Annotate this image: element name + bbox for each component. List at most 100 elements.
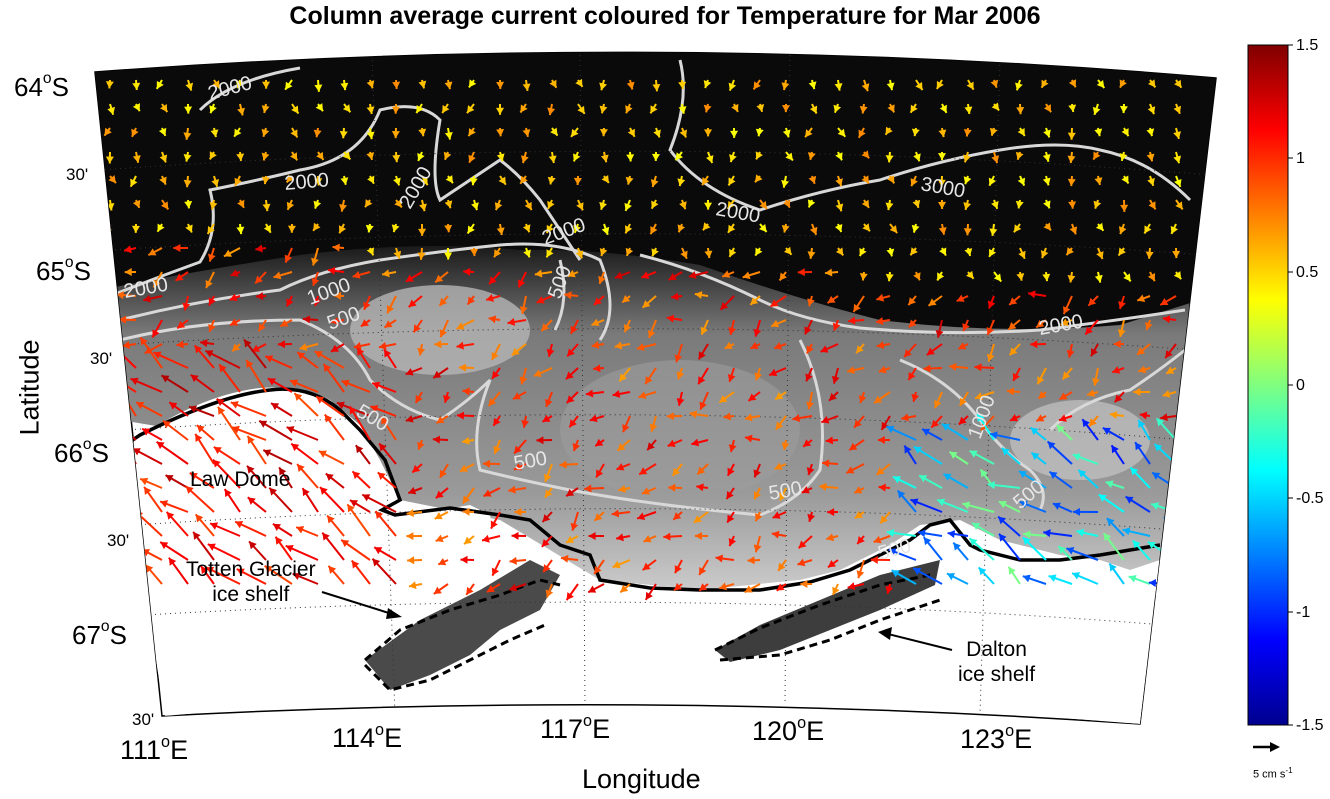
velocity-arrow-head bbox=[675, 152, 683, 161]
velocity-arrow-head bbox=[323, 363, 332, 372]
velocity-arrow-head bbox=[704, 129, 713, 137]
velocity-arrow-head bbox=[246, 465, 255, 474]
velocity-arrow-head bbox=[804, 326, 812, 335]
velocity-arrow-head bbox=[290, 379, 299, 387]
velocity-arrow-head bbox=[462, 436, 470, 445]
colorbar-tick: -1 bbox=[1296, 604, 1311, 621]
velocity-arrow-head bbox=[688, 271, 697, 279]
velocity-arrow-head bbox=[1174, 178, 1182, 187]
velocity-arrow-head bbox=[153, 351, 162, 359]
velocity-arrow-head bbox=[594, 513, 603, 521]
lat-tick-64-30: 30' bbox=[66, 165, 89, 184]
velocity-arrow-head bbox=[1072, 507, 1081, 516]
velocity-arrow-head bbox=[922, 428, 931, 436]
velocity-arrow-head bbox=[935, 329, 944, 338]
velocity-arrow-head bbox=[887, 104, 895, 113]
velocity-arrow-head bbox=[779, 492, 787, 501]
velocity-arrow-head bbox=[520, 175, 528, 184]
velocity-arrow-head bbox=[878, 365, 887, 374]
velocity-arrow-head bbox=[1067, 132, 1076, 140]
velocity-arrow-head bbox=[719, 395, 728, 403]
velocity-arrow-head bbox=[594, 565, 602, 574]
velocity-arrow-head bbox=[366, 247, 375, 256]
velocity-arrow-head bbox=[949, 362, 957, 371]
velocity-arrow-head bbox=[1015, 200, 1024, 209]
velocity-arrow-head bbox=[1072, 572, 1081, 580]
velocity-arrow-head bbox=[1009, 297, 1018, 305]
velocity-arrow-head bbox=[755, 174, 763, 183]
velocity-arrow-head bbox=[161, 201, 169, 210]
velocity-arrow-head bbox=[827, 559, 836, 568]
velocity-arrow-head bbox=[566, 592, 574, 601]
velocity-arrow-head bbox=[1132, 540, 1141, 549]
velocity-arrow-head bbox=[161, 375, 170, 383]
velocity-arrow-head bbox=[755, 247, 763, 256]
velocity-arrow-head bbox=[569, 419, 577, 428]
velocity-arrow-head bbox=[432, 435, 441, 444]
lat-tick-66s: 66oS bbox=[54, 436, 109, 468]
velocity-arrow-head bbox=[434, 512, 443, 520]
velocity-arrow-head bbox=[375, 511, 383, 520]
velocity-arrow-head bbox=[235, 520, 244, 529]
velocity-arrow-head bbox=[859, 106, 868, 114]
velocity-arrow-head bbox=[963, 129, 972, 137]
velocity-arrow-head bbox=[835, 152, 843, 161]
lon-tick-123e: 123oE bbox=[960, 722, 1033, 754]
velocity-arrow-head bbox=[858, 129, 866, 138]
velocity-arrow-head bbox=[208, 323, 216, 332]
velocity-arrow-head bbox=[937, 498, 946, 507]
velocity-arrow-head bbox=[494, 202, 503, 211]
velocity-arrow-head bbox=[1160, 413, 1168, 422]
velocity-arrow-head bbox=[727, 514, 735, 523]
velocity-arrow-head bbox=[279, 467, 287, 476]
velocity-arrow-head bbox=[523, 249, 531, 258]
velocity-arrow-head bbox=[857, 536, 865, 545]
velocity-arrow-head bbox=[625, 105, 633, 114]
velocity-arrow-head bbox=[546, 224, 554, 233]
velocity-arrow-head bbox=[232, 343, 241, 352]
velocity-arrow-head bbox=[1144, 225, 1152, 234]
velocity-arrow-head bbox=[792, 414, 801, 423]
velocity-arrow-head bbox=[809, 226, 818, 235]
velocity-arrow-head bbox=[418, 128, 427, 137]
velocity-arrow-head bbox=[541, 538, 550, 547]
velocity-arrow-head bbox=[919, 475, 928, 483]
velocity-arrow-head bbox=[856, 570, 865, 579]
velocity-arrow-head bbox=[131, 225, 140, 233]
velocity-arrow-head bbox=[462, 507, 470, 516]
velocity-arrow-head bbox=[1133, 388, 1141, 397]
velocity-arrow-head bbox=[854, 486, 863, 494]
velocity-arrow-head bbox=[261, 105, 270, 113]
velocity-arrow-head bbox=[1114, 394, 1123, 403]
totten-ice-shelf bbox=[365, 560, 560, 690]
velocity-arrow-head bbox=[327, 266, 336, 275]
velocity-arrow-head bbox=[1006, 387, 1015, 396]
velocity-arrow-head bbox=[332, 243, 340, 252]
velocity-arrow-head bbox=[518, 279, 526, 288]
velocity-arrow-head bbox=[1060, 318, 1069, 326]
velocity-arrow-head bbox=[261, 152, 270, 161]
velocity-arrow-head bbox=[700, 326, 709, 335]
velocity-arrow-head bbox=[908, 297, 916, 306]
velocity-arrow-head bbox=[1156, 418, 1165, 427]
velocity-arrow-head bbox=[832, 322, 841, 331]
velocity-arrow-head bbox=[1174, 79, 1182, 88]
velocity-arrow-head bbox=[962, 501, 971, 510]
velocity-arrow-head bbox=[264, 565, 273, 574]
velocity-arrow-head bbox=[338, 225, 347, 234]
velocity-arrow-head bbox=[445, 175, 453, 184]
velocity-arrow-head bbox=[962, 323, 970, 332]
velocity-arrow-head bbox=[159, 176, 167, 185]
velocity-arrow-head bbox=[514, 508, 522, 517]
velocity-arrow-head bbox=[724, 341, 733, 350]
velocity-arrow-head bbox=[124, 245, 132, 254]
velocity-arrow-head bbox=[1013, 224, 1022, 233]
velocity-arrow-head bbox=[1164, 516, 1172, 526]
velocity-arrow-head bbox=[1146, 153, 1155, 162]
velocity-arrow-head bbox=[969, 450, 978, 458]
velocity-arrow-head bbox=[753, 544, 762, 553]
velocity-arrow-head bbox=[177, 320, 186, 329]
velocity-arrow-head bbox=[219, 364, 227, 373]
velocity-arrow-head bbox=[496, 81, 505, 89]
velocity-arrow-head bbox=[859, 273, 868, 281]
